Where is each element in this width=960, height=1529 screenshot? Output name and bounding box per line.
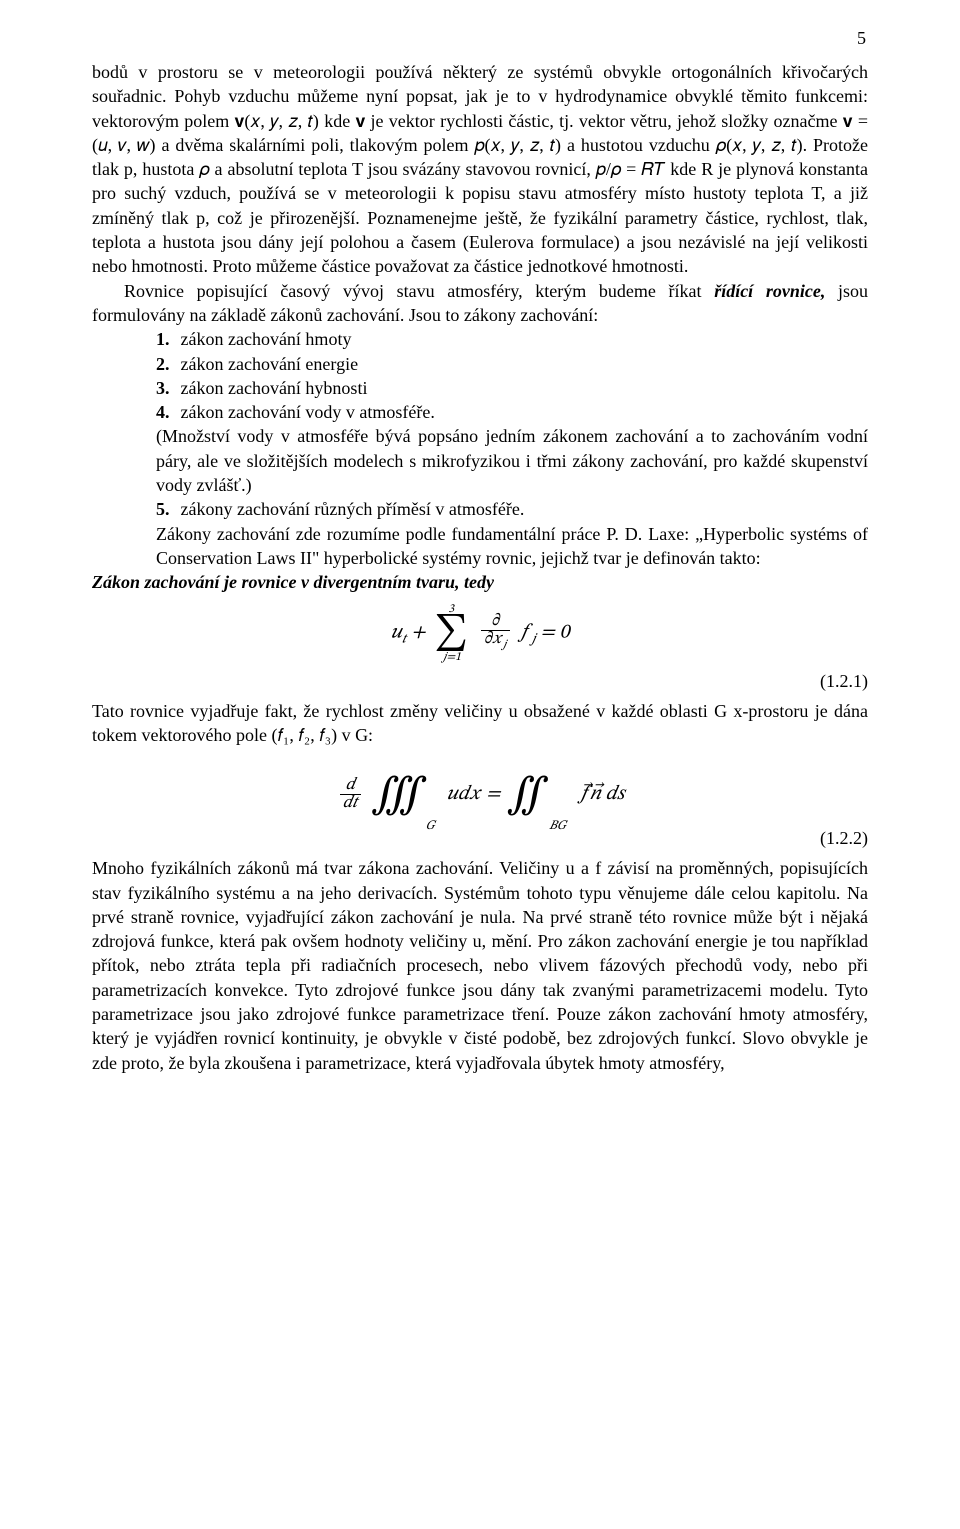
list-item-3: 3. zákon zachování hybnosti — [156, 376, 868, 400]
list-num-1: 1. — [156, 327, 176, 351]
eq1-frac: ∂ ∂𝑥𝑗 — [481, 613, 510, 651]
eq1-frac-num: ∂ — [488, 613, 502, 630]
sum-symbol: ∑ — [434, 615, 468, 651]
paragraph-1: bodů v prostoru se v meteorologii použív… — [92, 60, 868, 279]
page: 5 bodů v prostoru se v meteorologii použ… — [0, 0, 960, 1529]
list-num-2: 2. — [156, 352, 176, 376]
paragraph-2: Rovnice popisující časový vývoj stavu at… — [92, 279, 868, 328]
eq2-iint: ∬ 𝐵𝐺 — [507, 774, 572, 816]
eq2-d: 𝑑 — [342, 777, 357, 794]
eq2-BG: 𝐵𝐺 — [549, 818, 566, 836]
list-text-5: zákony zachování různých příměsí v atmos… — [181, 499, 525, 519]
equation-1: 𝑢𝑡 + 3 ∑ 𝑗=1 ∂ ∂𝑥𝑗 𝑓𝑗 = 0 — [92, 603, 868, 663]
paragraph-4-heading: Zákon zachování je rovnice v divergentní… — [92, 570, 868, 594]
eq1-sum: 3 ∑ 𝑗=1 — [434, 603, 468, 663]
laws-list: 1. zákon zachování hmoty 2. zákon zachov… — [92, 327, 868, 424]
list-item-2: 2. zákon zachování energie — [156, 352, 868, 376]
list-text-2: zákon zachování energie — [181, 354, 359, 374]
paragraph-3: Zákony zachování zde rozumíme podle fund… — [92, 522, 868, 571]
list-num-5: 5. — [156, 497, 176, 521]
list-item-4: 4. zákon zachování vody v atmosféře. — [156, 400, 868, 424]
list-item-1: 1. zákon zachování hmoty — [156, 327, 868, 351]
eq1-sum-bot: 𝑗=1 — [441, 651, 461, 663]
double-integral-symbol: ∬ — [507, 774, 542, 816]
equation-2-number: (1.2.2) — [92, 826, 868, 850]
list-text-4: zákon zachování vody v atmosféře. — [181, 402, 435, 422]
eq1-plus: + — [407, 622, 431, 642]
eq2-udx: 𝑢𝑑𝑥 — [447, 781, 481, 808]
eq1-sum-top: 3 — [448, 603, 454, 615]
eq2-ddt: 𝑑 𝑑𝑡 — [340, 777, 361, 812]
eq2-fn: 𝑓⃗𝑛⃗ 𝑑𝑠 — [578, 781, 624, 808]
list-text-3: zákon zachování hybnosti — [181, 378, 368, 398]
paragraph-5: Tato rovnice vyjadřuje fakt, že rychlost… — [92, 699, 868, 748]
eq2-G: 𝐺 — [425, 818, 434, 836]
eq1-eq0: = 0 — [541, 622, 570, 642]
eq1-frac-den: ∂𝑥𝑗 — [481, 631, 510, 651]
laws-list-5: 5. zákony zachování různých příměsí v at… — [92, 497, 868, 521]
eq1-u: 𝑢 — [390, 622, 401, 642]
page-number: 5 — [857, 26, 866, 50]
equation-1-number: (1.2.1) — [92, 669, 868, 693]
list-text-1: zákon zachování hmoty — [181, 329, 352, 349]
eq2-dt: 𝑑𝑡 — [340, 795, 361, 812]
equation-2-body: 𝑑 𝑑𝑡 ∭ 𝐺 𝑢𝑑𝑥 = ∬ 𝐵𝐺 𝑓⃗𝑛⃗ 𝑑𝑠 — [92, 771, 868, 816]
eq1-fsub: 𝑗 — [530, 632, 536, 646]
equation-1-body: 𝑢𝑡 + 3 ∑ 𝑗=1 ∂ ∂𝑥𝑗 𝑓𝑗 = 0 — [92, 603, 868, 663]
equation-2: 𝑑 𝑑𝑡 ∭ 𝐺 𝑢𝑑𝑥 = ∬ 𝐵𝐺 𝑓⃗𝑛⃗ 𝑑𝑠 — [92, 771, 868, 816]
sub-note: (Množství vody v atmosféře bývá popsáno … — [92, 424, 868, 497]
eq1-f: 𝑓 — [518, 622, 530, 642]
paragraph-2a: Rovnice popisující časový vývoj stavu at… — [124, 281, 714, 301]
list-item-5: 5. zákony zachování různých příměsí v at… — [156, 497, 868, 521]
paragraph-6: Mnoho fyzikálních zákonů má tvar zákona … — [92, 856, 868, 1075]
eq2-iiint: ∭ 𝐺 — [371, 774, 441, 816]
triple-integral-symbol: ∭ — [371, 774, 418, 816]
paragraph-2-term: řídící rovnice, — [714, 281, 825, 301]
list-num-3: 3. — [156, 376, 176, 400]
list-num-4: 4. — [156, 400, 176, 424]
eq2-eq: = — [486, 781, 500, 808]
